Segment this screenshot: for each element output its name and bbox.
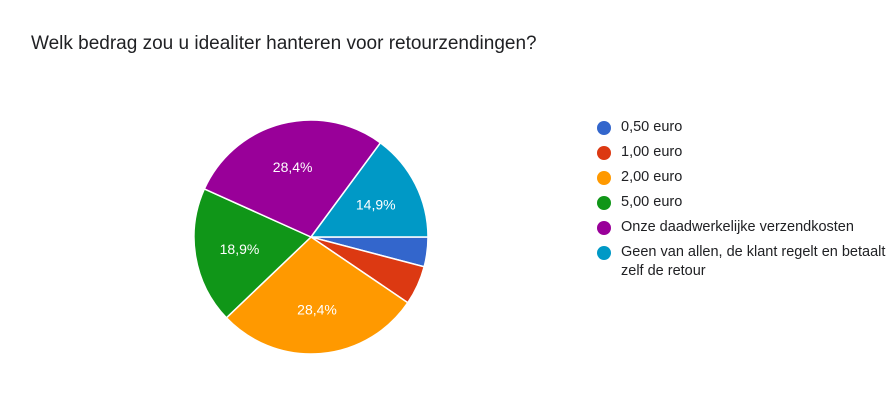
pie-slice-5[interactable] [203,119,382,238]
pie-slice-6[interactable] [309,141,429,238]
legend-item-3[interactable]: 2,00 euro [597,168,887,187]
slice-value-label: 28,4% [273,159,313,175]
legend-swatch [597,146,611,160]
legend-item-1[interactable]: 0,50 euro [597,118,887,137]
legend-item-5[interactable]: Onze daadwerkelijke verzendkosten [597,218,887,237]
pie-slice-4[interactable] [193,187,313,319]
legend-swatch [597,121,611,135]
legend-label: 2,00 euro [621,169,683,185]
legend-label: 1,00 euro [621,144,683,160]
legend-swatch [597,196,611,210]
legend-item-2[interactable]: 1,00 euro [597,143,887,162]
legend-item-4[interactable]: 5,00 euro [597,193,887,212]
pie-slice-3[interactable] [225,236,409,355]
legend-label: 5,00 euro [621,194,683,210]
slice-value-label: 14,9% [356,196,396,212]
legend-item-6[interactable]: Geen van allen, de klant regelt en betaa… [597,243,887,281]
legend-swatch [597,246,611,260]
chart-legend: 0,50 euro 1,00 euro 2,00 euro 5,00 euro Onze… [597,118,887,287]
slice-value-label: 28,4% [297,301,337,317]
chart-title: Welk bedrag zou u idealiter hanteren voo… [31,33,537,54]
legend-label: Geen van allen, de klant regelt en betaa… [621,244,886,279]
legend-swatch [597,221,611,235]
slice-value-label: 18,9% [220,241,260,257]
legend-swatch [597,171,611,185]
legend-label: 0,50 euro [621,119,683,135]
legend-label: Onze daadwerkelijke verzendkosten [621,219,854,235]
